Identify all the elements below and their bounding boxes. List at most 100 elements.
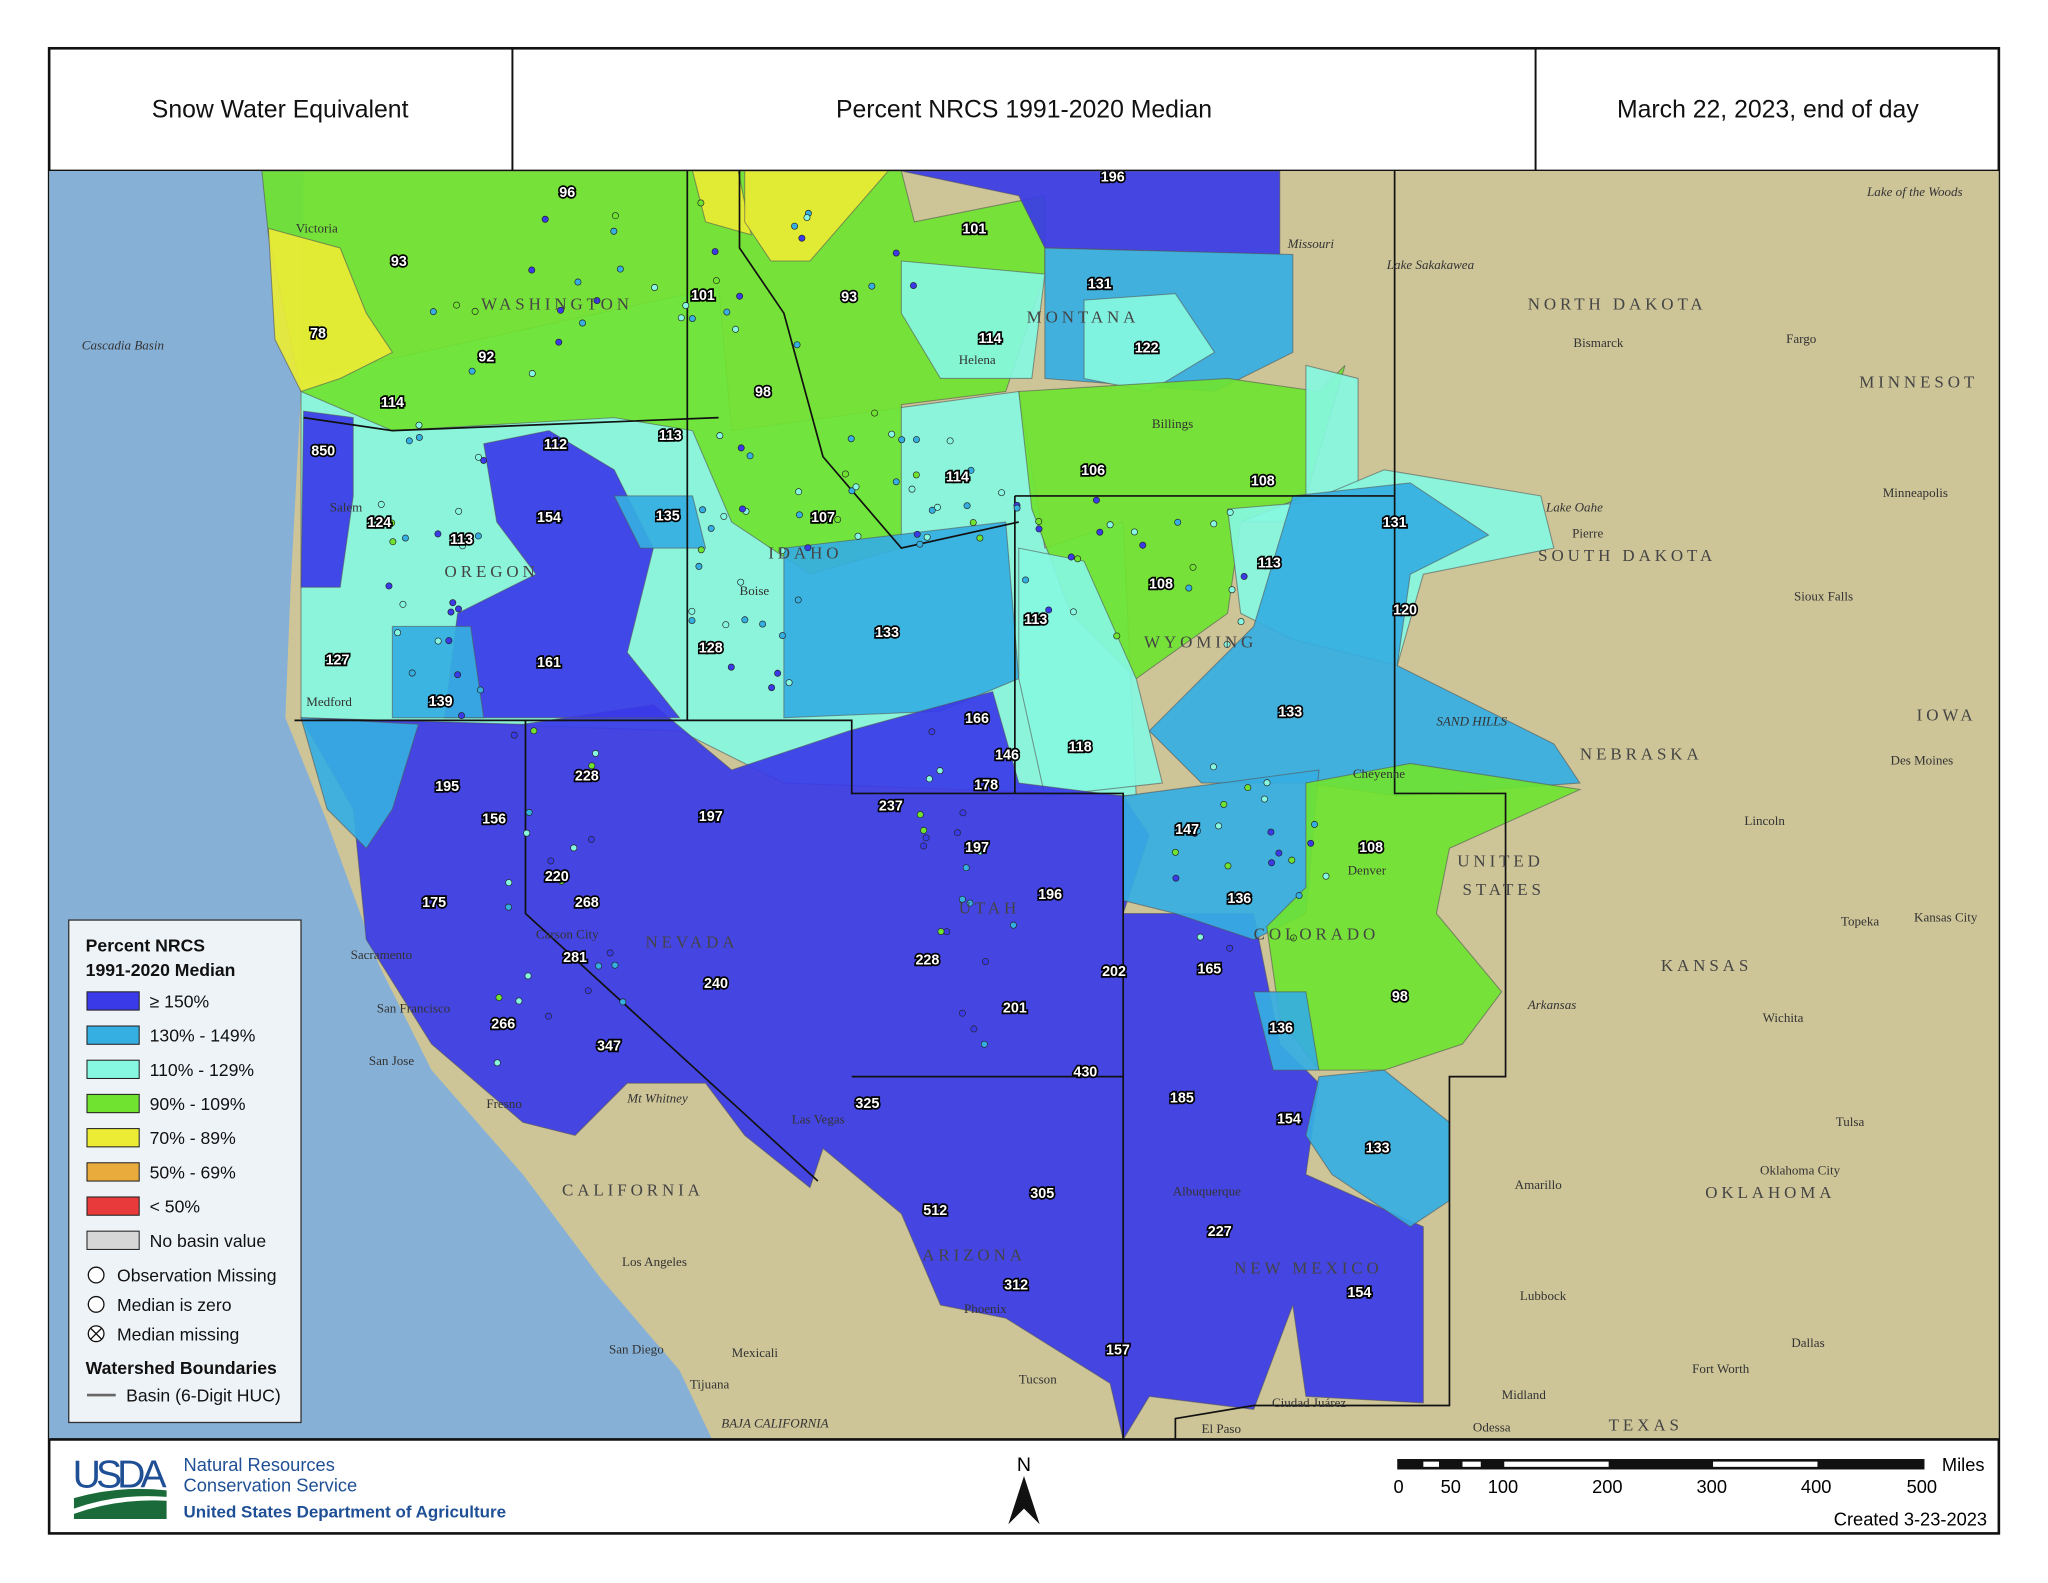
site-marker bbox=[925, 775, 933, 783]
basin-value-label: 156 bbox=[482, 811, 506, 827]
basin-value-label: 96 bbox=[559, 185, 575, 201]
basin-value-label: 122 bbox=[1135, 340, 1159, 356]
feature-label: Cascadia Basin bbox=[82, 338, 164, 353]
site-marker bbox=[970, 1025, 978, 1033]
site-marker bbox=[455, 507, 463, 515]
basin-polygon bbox=[900, 260, 1046, 379]
site-marker bbox=[1014, 1004, 1022, 1012]
site-marker bbox=[474, 532, 482, 540]
site-marker bbox=[1228, 586, 1236, 594]
site-marker bbox=[1035, 518, 1043, 525]
site-marker bbox=[774, 669, 782, 677]
city-label: Las Vegas bbox=[792, 1112, 845, 1127]
site-marker bbox=[454, 671, 462, 679]
site-marker bbox=[1268, 859, 1276, 867]
site-marker bbox=[913, 530, 921, 538]
feature-label: Missouri bbox=[1287, 236, 1335, 251]
site-marker bbox=[982, 958, 989, 966]
state-label: OREGON bbox=[445, 562, 539, 581]
scale-tick-label: 500 bbox=[1907, 1476, 1937, 1497]
site-marker bbox=[739, 505, 746, 513]
site-marker bbox=[584, 987, 592, 995]
basin-value-label: 98 bbox=[755, 385, 771, 401]
city-label: San Diego bbox=[609, 1341, 664, 1356]
site-marker bbox=[455, 605, 462, 613]
site-marker bbox=[998, 489, 1006, 497]
site-marker bbox=[1224, 862, 1232, 870]
state-label: IOWA bbox=[1917, 705, 1977, 724]
city-label: Salem bbox=[330, 500, 363, 515]
basin-value-label: 430 bbox=[1073, 1065, 1097, 1081]
site-marker bbox=[1220, 800, 1228, 808]
site-marker bbox=[1189, 563, 1197, 571]
site-marker bbox=[468, 367, 476, 375]
site-marker bbox=[981, 843, 989, 851]
site-marker bbox=[969, 519, 977, 526]
site-marker bbox=[651, 284, 659, 291]
basin-value-label: 228 bbox=[575, 768, 599, 784]
circle-icon bbox=[87, 1266, 105, 1284]
site-marker bbox=[834, 516, 842, 523]
basin-value-label: 118 bbox=[1069, 740, 1092, 756]
site-marker bbox=[682, 302, 690, 309]
site-marker bbox=[697, 199, 705, 207]
city-label: Lincoln bbox=[1744, 813, 1785, 828]
basin-value-label: 166 bbox=[965, 711, 989, 727]
map-area: 196 101 131 93 96 101 93 114 122 78 92 98 114 850 112 1… bbox=[49, 170, 1999, 1440]
site-marker bbox=[385, 582, 393, 590]
site-marker bbox=[937, 928, 945, 935]
site-marker bbox=[434, 530, 442, 538]
basin-value-label: 113 bbox=[1024, 612, 1047, 628]
basin-boundary-label: Basin (6-Digit HUC) bbox=[126, 1386, 281, 1406]
legend-class-label: No basin value bbox=[150, 1231, 267, 1251]
basin-value-label: 312 bbox=[1004, 1277, 1028, 1293]
site-marker bbox=[449, 599, 457, 607]
site-marker bbox=[592, 749, 600, 757]
site-marker bbox=[953, 829, 961, 837]
site-marker bbox=[720, 512, 728, 520]
site-marker bbox=[523, 829, 531, 837]
site-marker bbox=[722, 621, 730, 629]
state-label: MINNESOT bbox=[1859, 373, 1978, 392]
basin-value-label: 131 bbox=[1088, 276, 1112, 292]
basin-value-label: 93 bbox=[391, 254, 407, 270]
basin-value-label: 101 bbox=[962, 222, 986, 238]
site-marker bbox=[528, 370, 536, 377]
scale-tick-label: 100 bbox=[1488, 1476, 1518, 1497]
feature-label: Mt Whitney bbox=[626, 1091, 688, 1106]
department-name: United States Department of Agriculture bbox=[184, 1503, 506, 1522]
basin-value-label: 113 bbox=[450, 532, 473, 548]
site-marker bbox=[793, 341, 801, 349]
basin-value-label: 512 bbox=[923, 1203, 947, 1219]
basin-value-label: 196 bbox=[1038, 887, 1062, 903]
basin-polygon bbox=[267, 227, 394, 393]
site-marker bbox=[415, 421, 423, 429]
legend-swatch bbox=[86, 1162, 140, 1182]
basin-value-label: 237 bbox=[879, 798, 903, 814]
site-marker bbox=[966, 899, 974, 907]
site-marker bbox=[389, 538, 397, 546]
site-marker bbox=[610, 227, 618, 235]
site-marker bbox=[1275, 849, 1283, 857]
site-marker bbox=[471, 307, 479, 315]
site-marker bbox=[716, 432, 724, 440]
site-marker bbox=[1013, 504, 1021, 512]
city-label: Oklahoma City bbox=[1760, 1163, 1841, 1178]
city-label: Boise bbox=[740, 583, 770, 598]
site-marker bbox=[963, 502, 971, 510]
site-marker bbox=[795, 511, 803, 519]
basin-polygon bbox=[744, 170, 889, 262]
site-marker bbox=[916, 811, 924, 819]
city-label: Odessa bbox=[1473, 1420, 1511, 1435]
site-marker bbox=[908, 485, 916, 493]
site-marker bbox=[1009, 921, 1017, 929]
basin-value-label: 850 bbox=[311, 443, 335, 459]
site-marker bbox=[892, 478, 900, 486]
site-marker bbox=[434, 637, 442, 645]
basin-value-label: 114 bbox=[946, 470, 969, 486]
legend-class-label: < 50% bbox=[150, 1197, 201, 1217]
site-marker bbox=[711, 248, 719, 256]
state-label: SOUTH DAKOTA bbox=[1538, 546, 1716, 565]
site-marker bbox=[505, 879, 513, 887]
city-label: Midland bbox=[1502, 1387, 1547, 1402]
